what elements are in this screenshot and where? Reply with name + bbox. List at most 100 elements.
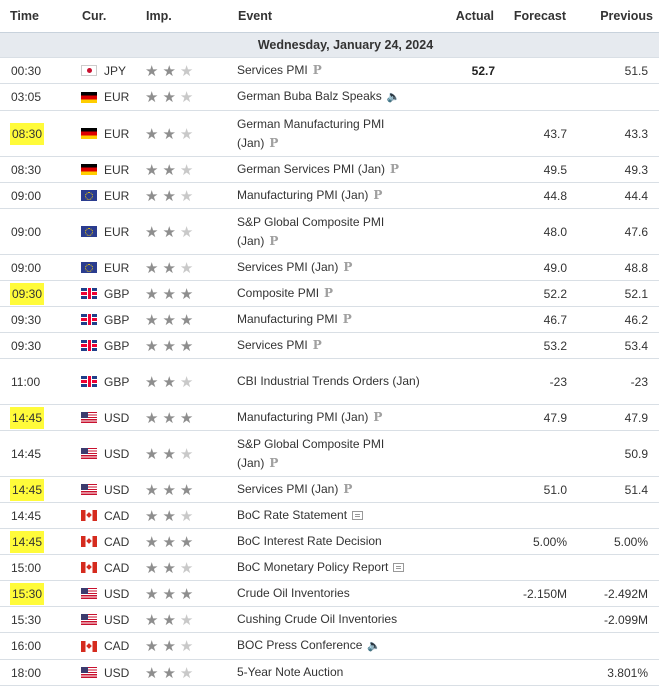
event-row[interactable]: 09:30 GBP ★★★ Composite PMI P 52.2 52.1 [0,280,659,307]
event-row[interactable]: 09:30 GBP ★★★ Services PMI P 53.2 53.4 [0,332,659,359]
event-name[interactable]: Services PMI (Jan) [237,260,339,274]
event-row[interactable]: 14:45 CAD ★★★ BoC Rate Statement [0,502,659,529]
preliminary-icon[interactable]: P [324,286,334,300]
speaker-icon[interactable]: 🔈 [367,640,382,652]
star-filled-icon: ★ [162,161,180,179]
preliminary-icon[interactable]: P [312,338,322,352]
preliminary-icon[interactable]: P [390,162,400,176]
event-name[interactable]: Services PMI (Jan) [237,482,339,496]
event-row[interactable]: 09:30 GBP ★★★ Manufacturing PMI P 46.7 46.2 [0,306,659,333]
event-row[interactable]: 08:30 EUR ★★★ German Manufacturing PMI (Jan… [0,110,659,157]
event-row[interactable]: 09:00 EUR ★★★ S&P Global Composite PMI (Jan… [0,208,659,255]
event-row[interactable]: 14:45 CAD ★★★ BoC Interest Rate Decision 5.0… [0,528,659,555]
event-name[interactable]: German Buba Balz Speaks [237,89,382,103]
event-name[interactable]: Manufacturing PMI (Jan) [237,410,369,424]
currency-code: EUR [104,126,130,141]
event-time: 08:30 [10,122,45,145]
time-cell: 08:30 [0,156,81,183]
speaker-icon[interactable]: 🔈 [386,91,401,103]
forecast-value: 43.7 [495,110,567,157]
event-row[interactable]: 00:30 JPY ★★★ Services PMI P 52.7 51.5 [0,57,659,84]
currency-code: CAD [104,560,130,575]
preliminary-icon[interactable]: P [343,260,353,274]
time-cell: 11:00 [0,358,81,405]
event-name[interactable]: BoC Interest Rate Decision [237,534,382,548]
event-row[interactable]: 09:00 EUR ★★★ Services PMI (Jan) P 49.0 48.8 [0,254,659,281]
star-filled-icon: ★ [179,285,198,303]
forecast-value [495,83,567,111]
event-cell: German Services PMI (Jan) P [237,156,423,183]
event-time: 16:00 [11,639,42,653]
document-icon[interactable] [352,511,364,521]
currency-cell: CAD [81,632,145,660]
star-filled-icon: ★ [145,161,163,179]
event-row[interactable]: 11:00 GBP ★★★ CBI Industrial Trends Orders … [0,358,659,405]
preliminary-icon[interactable]: P [343,482,353,496]
header-time[interactable]: Time [0,0,81,33]
preliminary-icon[interactable]: P [312,63,322,77]
event-name[interactable]: BOC Press Conference [237,638,363,652]
event-name[interactable]: Composite PMI [237,286,320,300]
event-row[interactable]: 14:45 USD ★★★ Manufacturing PMI (Jan) P 47.9 4… [0,404,659,431]
preliminary-icon[interactable]: P [269,135,279,150]
header-forecast[interactable]: Forecast [495,0,567,33]
header-actual[interactable]: Actual [423,0,495,33]
header-currency[interactable]: Cur. [81,0,145,33]
event-name[interactable]: BoC Rate Statement [237,508,348,522]
event-name[interactable]: CBI Industrial Trends Orders (Jan) [237,374,420,388]
event-row[interactable]: 15:00 CAD ★★★ BoC Monetary Policy Report [0,554,659,581]
importance-stars: ★★★ [145,560,197,577]
event-cell: BoC Interest Rate Decision [237,528,423,555]
preliminary-icon[interactable]: P [373,188,383,202]
us-flag-icon [81,448,97,459]
event-row[interactable]: 14:45 USD ★★★ Services PMI (Jan) P 51.0 51.4 [0,476,659,503]
importance-cell: ★★★ [145,430,237,477]
event-name[interactable]: S&P Global Composite PMI (Jan) [237,214,385,248]
event-name[interactable]: Cushing Crude Oil Inventories [237,612,398,626]
event-name[interactable]: German Manufacturing PMI (Jan) [237,116,385,150]
preliminary-icon[interactable]: P [342,312,352,326]
preliminary-icon[interactable]: P [269,455,279,470]
forecast-value: 49.0 [495,254,567,281]
document-icon[interactable] [393,563,405,573]
event-row[interactable]: 08:30 EUR ★★★ German Services PMI (Jan) P 49.… [0,156,659,183]
event-name[interactable]: BoC Monetary Policy Report [237,560,389,574]
importance-cell: ★★★ [145,358,237,405]
event-row[interactable]: 14:45 USD ★★★ S&P Global Composite PMI (Jan… [0,430,659,477]
event-name[interactable]: Services PMI [237,63,308,77]
star-empty-icon: ★ [179,373,198,391]
previous-value: 50.9 [567,430,659,477]
event-name[interactable]: Manufacturing PMI (Jan) [237,188,369,202]
preliminary-icon[interactable]: P [373,410,383,424]
preliminary-icon[interactable]: P [269,233,279,248]
event-row[interactable]: 15:30 USD ★★★ Cushing Crude Oil Inventories… [0,606,659,633]
header-event[interactable]: Event [237,0,423,33]
event-name[interactable]: 5-Year Note Auction [237,665,344,679]
event-name[interactable]: Services PMI [237,338,308,352]
event-row[interactable]: 16:00 CAD ★★★ BOC Press Conference 🔈 [0,632,659,660]
event-time: 09:30 [11,338,42,353]
event-cell: Manufacturing PMI (Jan) P [237,404,423,431]
event-row[interactable]: 18:00 USD ★★★ 5-Year Note Auction 3.801% [0,659,659,686]
currency-code: GBP [104,286,130,301]
header-importance[interactable]: Imp. [145,0,237,33]
star-filled-icon: ★ [162,409,180,427]
event-row[interactable]: 03:05 EUR ★★★ German Buba Balz Speaks 🔈 [0,83,659,111]
header-previous[interactable]: Previous [567,0,659,33]
event-cell: 5-Year Note Auction [237,659,423,686]
star-empty-icon: ★ [179,664,198,682]
event-name[interactable]: Crude Oil Inventories [237,586,350,600]
event-name[interactable]: German Services PMI (Jan) [237,162,386,176]
currency-code: USD [104,482,130,497]
currency-cell: CAD [81,502,145,529]
star-filled-icon: ★ [145,311,163,329]
previous-value: 48.8 [567,254,659,281]
event-name[interactable]: Manufacturing PMI [237,312,338,326]
star-filled-icon: ★ [179,481,198,499]
event-row[interactable]: 09:00 EUR ★★★ Manufacturing PMI (Jan) P 44.8 4… [0,182,659,209]
us-flag-icon [81,667,97,678]
actual-value [423,430,495,477]
event-row[interactable]: 15:30 USD ★★★ Crude Oil Inventories -2.150M -… [0,580,659,607]
event-name[interactable]: S&P Global Composite PMI (Jan) [237,436,385,470]
